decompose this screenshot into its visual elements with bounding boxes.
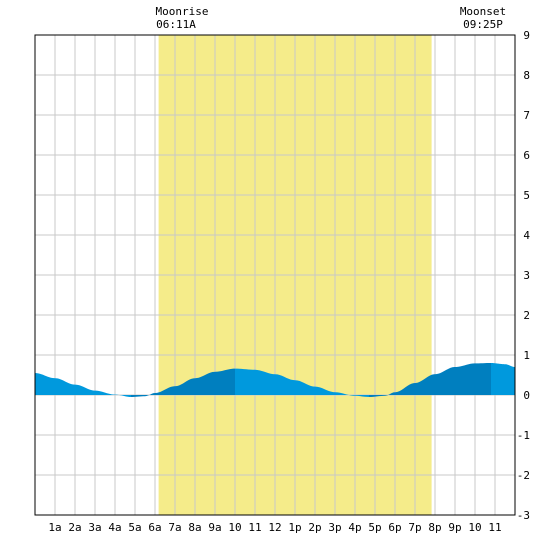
x-tick-label: 12 [268, 521, 281, 534]
x-tick-label: 11 [488, 521, 501, 534]
x-tick-label: 8a [188, 521, 201, 534]
x-tick-label: 2p [308, 521, 321, 534]
y-tick-label: 6 [523, 149, 530, 162]
y-tick-label: -3 [517, 509, 530, 522]
y-tick-label: -2 [517, 469, 530, 482]
x-tick-label: 11 [248, 521, 261, 534]
tide-area-segment [369, 363, 491, 397]
x-tick-labels: 1a 2a 3a 4a 5a 6a 7a 8a 9a 10 11 12 1p 2p 3p 4p 5p 6p 7p 8p… [48, 521, 501, 534]
x-tick-label: 6p [388, 521, 401, 534]
y-tick-label: 7 [523, 109, 530, 122]
tide-area-segment [235, 368, 369, 397]
y-tick-label: -1 [517, 429, 530, 442]
moonrise-time: 06:11A [156, 18, 196, 31]
x-tick-label: 5a [128, 521, 141, 534]
y-tick-labels: -3 -2 -1 0 1 2 3 4 5 6 7 8 9 [517, 29, 531, 522]
x-tick-label: 8p [428, 521, 441, 534]
y-tick-label: 4 [523, 229, 530, 242]
tide-area-segment [131, 368, 235, 397]
moonrise-label: Moonrise [156, 5, 209, 18]
x-tick-label: 4p [348, 521, 361, 534]
x-tick-label: 10 [468, 521, 481, 534]
x-tick-label: 4a [108, 521, 121, 534]
y-tick-label: 8 [523, 69, 530, 82]
x-tick-label: 5p [368, 521, 381, 534]
y-tick-label: 5 [523, 189, 530, 202]
x-tick-label: 6a [148, 521, 161, 534]
y-tick-label: 9 [523, 29, 530, 42]
x-tick-label: 1a [48, 521, 61, 534]
tide-area-layer [35, 363, 515, 397]
x-tick-label: 9a [208, 521, 221, 534]
y-tick-label: 0 [523, 389, 530, 402]
y-tick-label: 3 [523, 269, 530, 282]
y-tick-label: 1 [523, 349, 530, 362]
x-tick-label: 7p [408, 521, 421, 534]
x-tick-label: 7a [168, 521, 181, 534]
x-tick-label: 1p [288, 521, 301, 534]
x-tick-label: 10 [228, 521, 241, 534]
plot-frame [34, 34, 516, 516]
tide-area-segment [491, 363, 515, 395]
moonset-time: 09:25P [463, 18, 503, 31]
tide-area-segment [35, 373, 131, 397]
y-tick-label: 2 [523, 309, 530, 322]
x-tick-label: 2a [68, 521, 81, 534]
moonset-label: Moonset [460, 5, 506, 18]
grid-layer [35, 35, 515, 515]
x-tick-label: 3p [328, 521, 341, 534]
x-tick-label: 3a [88, 521, 101, 534]
x-tick-label: 9p [448, 521, 461, 534]
